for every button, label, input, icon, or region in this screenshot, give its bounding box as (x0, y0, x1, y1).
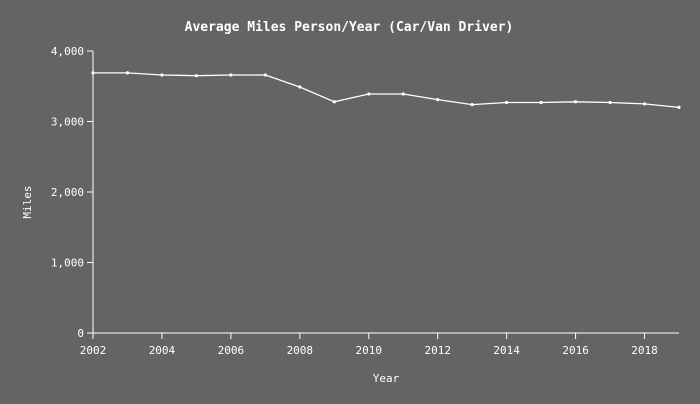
data-point (573, 100, 578, 104)
data-point (91, 71, 95, 75)
y-tick-label: 4,000 (51, 45, 84, 58)
series-line (93, 72, 680, 109)
data-point (160, 73, 164, 77)
y-tick-label: 3,000 (51, 116, 84, 129)
data-point (332, 100, 336, 104)
data-point (608, 100, 612, 105)
x-tick-label: 2002 (80, 344, 107, 357)
y-tick-label: 0 (77, 327, 84, 340)
data-point (194, 74, 199, 78)
x-axis-ticks: 2002 2004 2006 2008 2010 2012 2014 2016 2018 (80, 333, 658, 357)
data-point (263, 73, 267, 77)
x-tick-label: 2006 (218, 344, 245, 357)
chart-title: Average Miles Person/Year (Car/Van Drive… (185, 20, 514, 35)
data-point (677, 105, 681, 109)
x-tick-label: 2012 (424, 344, 451, 357)
data-point (505, 100, 509, 105)
y-axis-label: Miles (21, 185, 34, 218)
data-points (91, 71, 681, 109)
x-tick-label: 2018 (631, 344, 658, 357)
y-tick-label: 1,000 (51, 257, 84, 270)
y-axis-ticks: 0 1,000 2,000 3,000 4,000 (51, 45, 93, 340)
data-point (401, 92, 405, 96)
x-axis-label: Year (373, 372, 400, 385)
y-tick-label: 2,000 (51, 186, 84, 199)
x-tick-label: 2008 (287, 344, 314, 357)
data-point (470, 102, 474, 107)
x-tick-label: 2014 (493, 344, 520, 357)
x-tick-label: 2016 (562, 344, 589, 357)
data-point (229, 73, 233, 77)
data-point (298, 85, 302, 89)
x-tick-label: 2004 (149, 344, 176, 357)
data-point (367, 92, 371, 96)
data-point (642, 102, 647, 106)
data-point (539, 100, 543, 105)
data-point (436, 98, 440, 102)
data-point (125, 71, 130, 75)
x-tick-label: 2010 (356, 344, 383, 357)
